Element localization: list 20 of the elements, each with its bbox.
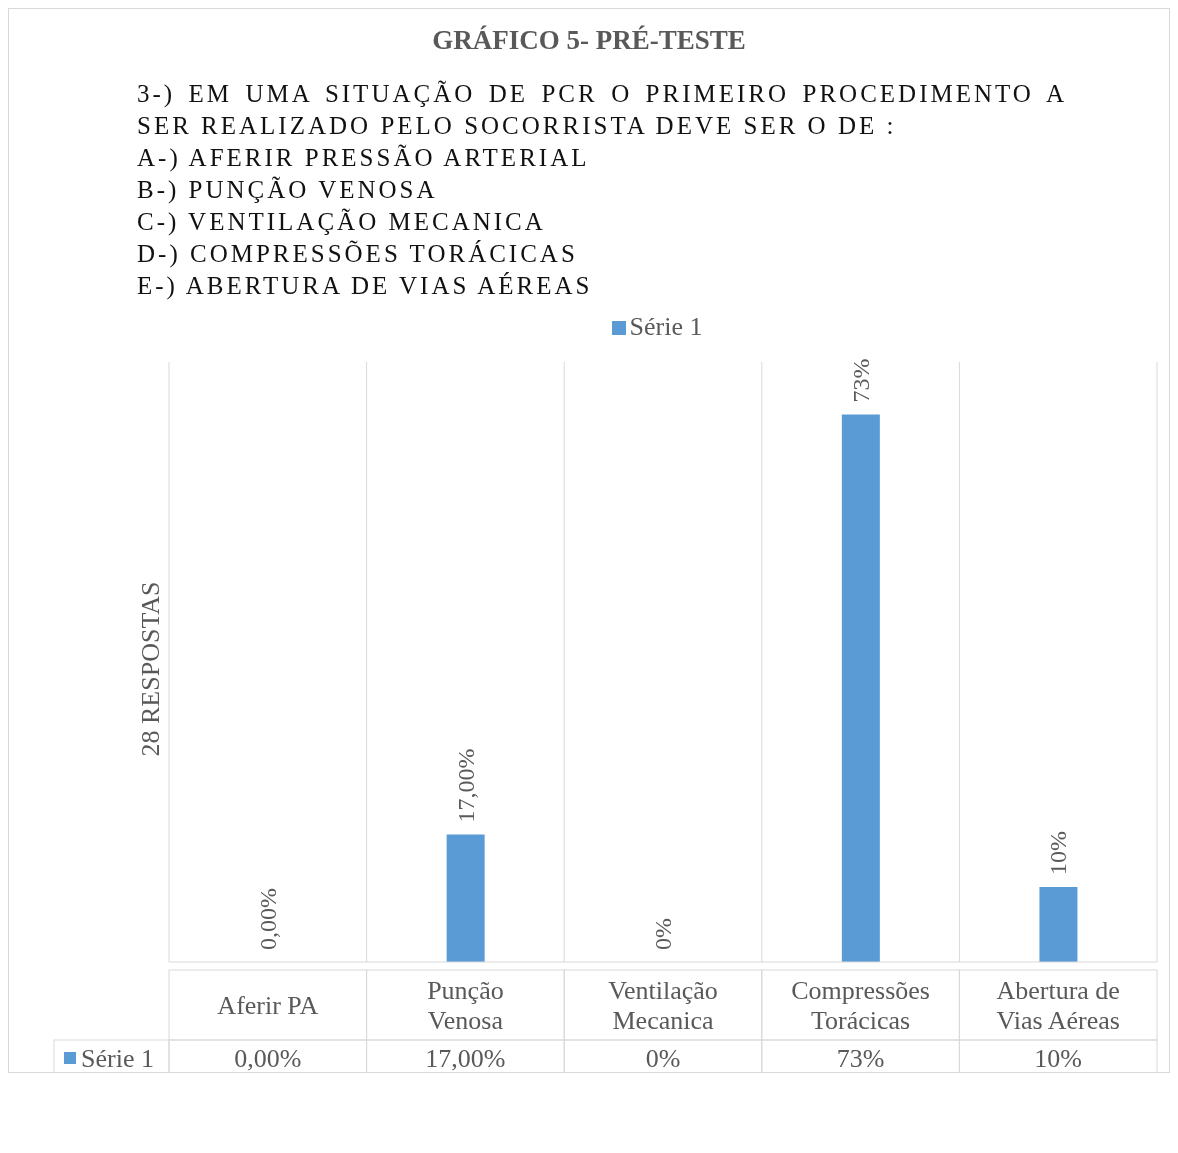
x-tick-label: Abertura de Vias Aéreas xyxy=(996,976,1120,1035)
legend-label: Série 1 xyxy=(628,312,703,341)
text: 17,00% xyxy=(452,748,479,823)
y-axis-title: 28 RESPOSTAS xyxy=(136,581,165,757)
data-label: 73% xyxy=(836,1044,885,1073)
data-label: 10% xyxy=(1034,1044,1083,1073)
text: Série 1 xyxy=(81,1044,154,1073)
x-tick-label: Compressões Torácicas xyxy=(791,976,930,1035)
chart-subtitle: 3-) EM UMA SITUAÇÃO DE PCR O PRIMEIRO PROCEDIMENTO A SER REALIZADO PELO SOCORRISTA DEVE SER O DE : A-) AFERIR PRESSÃO ARTERIAL B-) PUNÇÃO VENOSA C-) VENTILAÇÃO MECANICA D-) COMPRESSÕES TORÁCICAS E-) ABERTURA DE VIAS AÉREAS xyxy=(137,79,1067,302)
data-label: 0% xyxy=(645,1044,681,1073)
data-label: 0,00% xyxy=(234,1044,302,1073)
x-tick-label: Aferir PA xyxy=(217,991,319,1020)
x-tick-label: Ventilação Mecanica xyxy=(608,976,718,1035)
text: 0% xyxy=(650,918,677,950)
chart-title: GRÁFICO 5- PRÉ-TESTE xyxy=(431,24,747,56)
data-label: 17,00% xyxy=(425,1044,506,1073)
text: 10% xyxy=(1045,831,1072,875)
x-tick-label: Punção Venosa xyxy=(427,976,504,1035)
text: 73% xyxy=(847,358,874,403)
text: 0,00% xyxy=(255,888,282,950)
